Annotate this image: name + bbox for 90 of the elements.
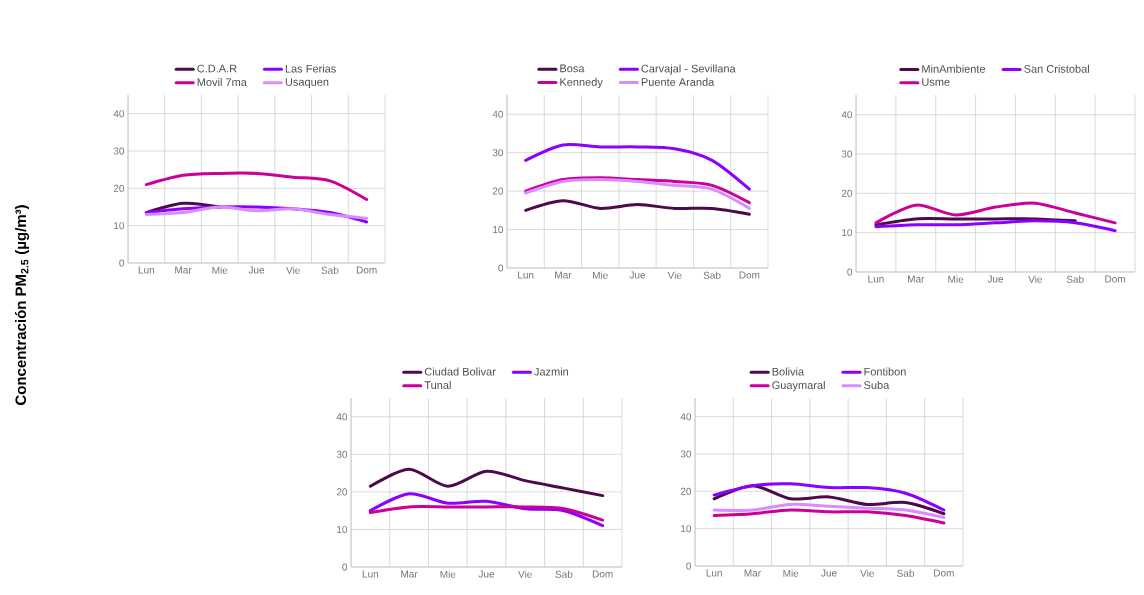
line-series <box>368 505 605 522</box>
x-tick-label: Mie <box>948 275 964 283</box>
y-tick-label: 30 <box>680 450 692 458</box>
line-series <box>712 502 946 519</box>
y-tick-label: 20 <box>680 487 692 495</box>
x-tick-label: Jue <box>478 570 495 578</box>
x-tick-label: Dom <box>739 271 760 279</box>
legend-label: Las Ferias <box>285 64 336 73</box>
legend-label: Suba <box>864 380 890 390</box>
x-tick-label: Sab <box>1066 275 1084 283</box>
x-tick-label: Jue <box>821 569 837 577</box>
x-tick-label: Lun <box>706 569 722 577</box>
line-series <box>524 199 751 216</box>
x-tick-label: Lun <box>138 266 155 274</box>
legend-label: San Cristobal <box>1024 64 1089 73</box>
y-axis-title: Concentración PM$_{2.5}$ (µg/m³) <box>14 205 30 406</box>
x-tick-label: Sab <box>703 271 721 279</box>
y-tick-label: 40 <box>841 111 853 119</box>
x-tick-label: Mie <box>592 271 608 279</box>
y-tick-label: 30 <box>113 147 125 155</box>
line-series <box>368 492 605 528</box>
y-tick-label: 40 <box>680 413 692 421</box>
y-tick-label: 40 <box>492 110 504 118</box>
x-tick-label: Vie <box>286 266 300 274</box>
legend-label: Tunal <box>424 380 451 390</box>
y-tick-label: 10 <box>842 229 853 237</box>
legend-label: Usaquen <box>285 78 329 89</box>
x-tick-label: Mar <box>908 275 925 283</box>
y-tick-label: 40 <box>336 413 348 421</box>
legend-label: C.D.A.R <box>197 64 237 73</box>
x-tick-label: Lun <box>868 275 884 283</box>
x-tick-label: Vie <box>518 570 532 578</box>
legend-label: Jazmin <box>534 367 569 376</box>
legend-label: Bolivia <box>772 367 805 376</box>
legend-label: Puente Aranda <box>641 77 715 86</box>
legend-label: MinAmbiente <box>922 64 986 73</box>
x-tick-label: Jue <box>248 266 265 274</box>
y-tick-label: 0 <box>686 562 692 570</box>
line-series <box>524 142 751 191</box>
line-series <box>368 467 605 498</box>
x-tick-label: Mar <box>744 569 761 577</box>
x-tick-label: Vie <box>1028 275 1043 283</box>
y-tick-label: 0 <box>498 264 504 272</box>
y-tick-label: 10 <box>337 525 348 533</box>
x-tick-label: Sab <box>555 570 573 578</box>
y-tick-label: 10 <box>681 525 692 533</box>
line-series <box>712 508 946 525</box>
x-tick-label: Mar <box>401 570 418 578</box>
legend-label: Movil 7ma <box>197 77 247 87</box>
y-tick-label: 40 <box>113 110 125 118</box>
x-tick-label: Mar <box>555 271 572 279</box>
y-tick-label: 30 <box>492 149 504 157</box>
legend-label: Kennedy <box>560 77 603 89</box>
y-tick-label: 0 <box>847 268 853 276</box>
legend-label: Carvajal - Sevillana <box>641 64 736 75</box>
y-tick-label: 30 <box>336 450 348 458</box>
x-tick-label: Mie <box>212 266 228 274</box>
y-tick-label: 20 <box>336 488 348 496</box>
y-tick-label: 10 <box>493 226 504 234</box>
x-tick-label: Vie <box>860 569 874 577</box>
x-tick-label: Vie <box>667 271 682 279</box>
x-tick-label: Jue <box>629 271 646 279</box>
legend-label: Bosa <box>560 64 585 73</box>
legend-label: Fontibon <box>864 367 906 376</box>
x-tick-label: Lun <box>518 271 534 279</box>
y-tick-label: 20 <box>492 187 504 195</box>
y-tick-label: 0 <box>342 563 348 571</box>
line-series <box>144 205 369 220</box>
x-tick-label: Jue <box>987 275 1004 283</box>
y-tick-label: 20 <box>841 189 853 197</box>
y-tick-label: 10 <box>114 222 125 230</box>
y-tick-label: 20 <box>113 184 125 192</box>
x-tick-label: Dom <box>1105 275 1125 283</box>
legend-label: Ciudad Bolivar <box>424 367 496 376</box>
line-series <box>144 171 369 202</box>
x-tick-label: Dom <box>592 570 613 578</box>
legend-label: Usme <box>922 78 950 86</box>
legend-label: Guaymaral <box>772 380 825 392</box>
line-series <box>874 219 1117 233</box>
x-tick-label: Sab <box>321 266 339 274</box>
x-tick-label: Dom <box>356 266 377 274</box>
x-tick-label: Mar <box>175 266 192 274</box>
x-tick-label: Dom <box>934 569 954 577</box>
x-tick-label: Sab <box>897 569 915 577</box>
y-tick-label: 0 <box>119 259 125 267</box>
x-tick-label: Lun <box>362 570 379 578</box>
line-series <box>874 201 1117 225</box>
y-tick-label: 30 <box>841 150 853 158</box>
x-tick-label: Mie <box>440 570 456 578</box>
x-tick-label: Mie <box>783 569 799 577</box>
